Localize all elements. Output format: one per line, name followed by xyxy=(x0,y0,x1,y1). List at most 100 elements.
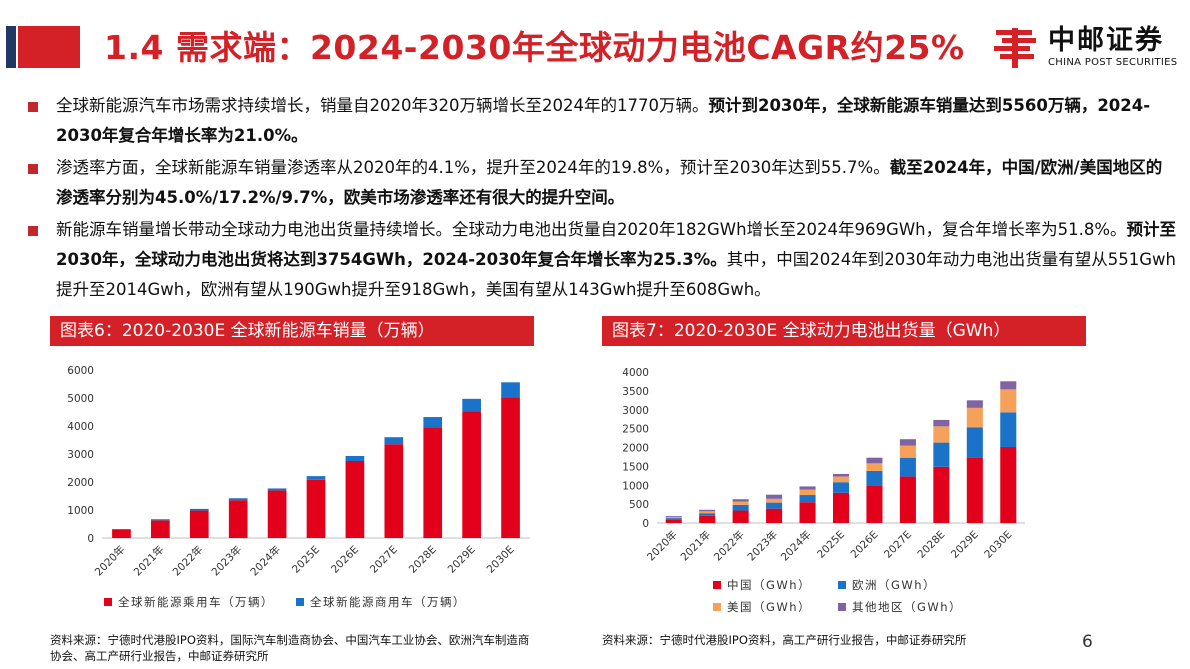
bullet-square-icon xyxy=(28,102,38,112)
bar-segment xyxy=(665,516,682,518)
bar-segment xyxy=(866,485,883,523)
x-tick-label: 2023年 xyxy=(209,543,245,579)
bar-segment xyxy=(1000,412,1017,447)
bar-segment xyxy=(665,517,682,519)
legend-swatch xyxy=(838,603,846,611)
figure7-source: 资料来源：宁德时代港股IPO资料，高工产研行业报告，中邮证券研究所 xyxy=(602,633,967,647)
bar-segment xyxy=(899,445,916,458)
bar-segment xyxy=(228,498,248,501)
legend-label: 欧洲（GWh） xyxy=(852,578,936,592)
bar-segment xyxy=(933,426,950,443)
bullet-item: 全球新能源汽车市场需求持续增长，销量自2020年320万辆增长至2024年的17… xyxy=(26,91,1176,151)
bar-segment xyxy=(832,476,850,483)
bar-segment xyxy=(832,473,850,477)
bar-segment xyxy=(866,470,883,486)
bar-segment xyxy=(899,439,916,446)
logo-text-en: CHINA POST SECURITIES xyxy=(1048,57,1178,68)
bar-segment xyxy=(899,476,916,523)
legend-label: 其他地区（GWh） xyxy=(852,600,962,614)
bar-segment xyxy=(899,457,916,477)
bar-segment xyxy=(699,509,716,512)
bar-segment xyxy=(933,442,950,467)
company-logo: 中邮证券 CHINA POST SECURITIES xyxy=(992,26,1182,72)
x-tick-label: 2024年 xyxy=(248,543,284,579)
x-tick-label: 2020年 xyxy=(92,543,128,579)
bullet-square-icon xyxy=(28,164,38,174)
y-tick-label: 2500 xyxy=(622,424,649,436)
x-tick-label: 2029E xyxy=(446,544,478,576)
bar-segment xyxy=(933,419,950,427)
ev-sales-chart: 0 1000 2000 3000 4000 5000 6000 2020年 2021年 2022年… xyxy=(67,365,530,609)
legend-swatch xyxy=(838,581,846,589)
y-tick-label: 1000 xyxy=(622,480,649,492)
y-tick-label: 4000 xyxy=(67,421,94,433)
y-tick-label: 3500 xyxy=(622,386,649,398)
x-tick-label: 2022年 xyxy=(170,543,206,579)
x-tick-label: 2020年 xyxy=(644,528,680,564)
figure6-chart: 0 1000 2000 3000 4000 5000 6000 2020年 2021年 2022年… xyxy=(50,348,534,628)
bar-segment xyxy=(699,511,716,514)
y-tick-label: 2000 xyxy=(622,443,649,455)
y-tick-label: 1500 xyxy=(622,461,649,473)
bar-segment xyxy=(151,519,170,521)
legend-swatch xyxy=(104,598,112,606)
bar-segment xyxy=(306,476,326,480)
bar-segment xyxy=(112,529,131,530)
bar-segment xyxy=(462,398,481,412)
bullet-text: 全球新能源汽车市场需求持续增长，销量自2020年320万辆增长至2024年的17… xyxy=(56,96,709,115)
bar-segment xyxy=(345,461,365,538)
bar-segment xyxy=(423,427,443,538)
page-title: 1.4 需求端：2024-2030年全球动力电池CAGR约25% xyxy=(104,28,965,67)
page-number: 6 xyxy=(1082,632,1093,652)
x-tick-label: 2021年 xyxy=(131,543,167,579)
bar-segment xyxy=(189,510,209,538)
bar-segment xyxy=(501,397,520,538)
bar-segment xyxy=(732,501,749,505)
logo-text-cn: 中邮证券 xyxy=(1048,25,1164,56)
legend-swatch xyxy=(296,598,304,606)
header-accent-block xyxy=(18,26,80,68)
bar-segment xyxy=(966,427,983,458)
figure6-source: 资料来源：宁德时代港股IPO资料，国际汽车制造商协会、中国汽车工业协会、欧洲汽车… xyxy=(50,633,530,663)
legend-label: 中国（GWh） xyxy=(727,578,811,592)
x-tick-label: 2023年 xyxy=(745,528,781,564)
header-accent-bar xyxy=(6,26,16,68)
bar-segment xyxy=(699,515,716,523)
x-tick-label: 2026E xyxy=(329,544,361,576)
figure7-title: 图表7：2020-2030E 全球动力电池出货量（GWh） xyxy=(602,316,1086,346)
y-tick-label: 6000 xyxy=(67,365,94,377)
x-tick-label: 2025E xyxy=(815,529,847,561)
y-tick-label: 2000 xyxy=(67,477,94,489)
x-tick-label: 2026E xyxy=(849,529,881,561)
legend-label: 全球新能源乘用车（万辆） xyxy=(118,595,274,609)
bar-segment xyxy=(799,495,816,503)
bar-segment xyxy=(966,457,983,523)
bar-segment xyxy=(1000,446,1017,523)
bar-segment xyxy=(732,499,749,502)
bar-segment xyxy=(966,407,983,428)
y-tick-label: 0 xyxy=(87,533,94,545)
bar-segment xyxy=(799,502,816,523)
bar-segment xyxy=(766,502,783,509)
bar-segment xyxy=(766,494,783,499)
bar-segment xyxy=(832,492,850,523)
y-tick-label: 500 xyxy=(629,499,649,511)
bar-segment xyxy=(665,518,682,520)
figure7-chart: 0 500 1000 1500 2000 2500 3000 3500 4000 2020年 202… xyxy=(602,348,1086,628)
china-post-logo-icon xyxy=(994,28,1036,68)
y-tick-label: 5000 xyxy=(67,393,94,405)
bar-segment xyxy=(112,529,131,538)
bullet-text: 新能源车销量增长带动全球动力电池出货量持续增长。全球动力电池出货量自2020年1… xyxy=(56,220,1127,239)
bar-segment xyxy=(799,486,816,490)
bar-segment xyxy=(267,488,287,491)
bar-segment xyxy=(766,508,783,523)
bullet-square-icon xyxy=(28,226,38,236)
bar-segment xyxy=(832,482,850,493)
x-tick-label: 2029E xyxy=(949,529,981,561)
x-tick-label: 2030E xyxy=(485,544,517,576)
x-tick-label: 2021年 xyxy=(678,528,714,564)
bar-segment xyxy=(966,400,983,408)
bar-segment xyxy=(933,466,950,523)
bar-segment xyxy=(384,437,404,445)
battery-shipment-chart: 050010001500200025003000350040002020年202… xyxy=(622,367,1025,614)
